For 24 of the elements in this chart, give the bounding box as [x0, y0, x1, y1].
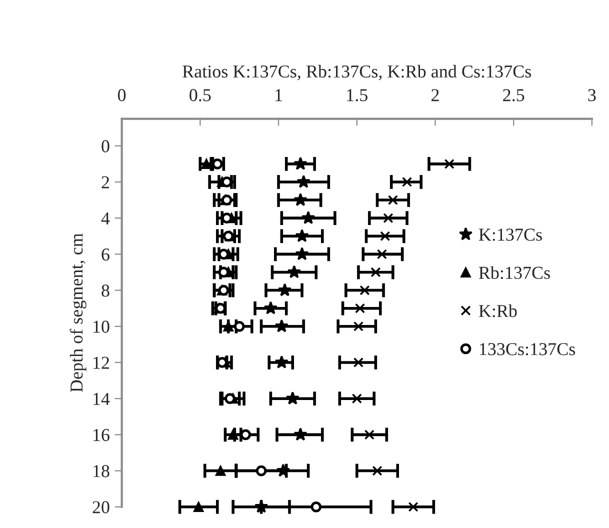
x-tick-label: 2.5	[503, 89, 524, 102]
x-tick-label: 3	[588, 89, 596, 102]
y-tick-label: 12	[94, 356, 109, 369]
y-tick-label: 16	[94, 428, 110, 442]
legend-label: Rb:137Cs	[478, 266, 550, 280]
y-tick-label: 2	[102, 176, 109, 188]
y-tick-label: 10	[94, 320, 110, 333]
y-tick-label: 14	[94, 392, 110, 405]
legend-label: 133Cs:137Cs	[480, 343, 576, 356]
x-tick-label: 2	[432, 89, 439, 102]
legend-label: K:137Cs	[478, 228, 542, 241]
x-tick-label: 1.5	[347, 89, 368, 102]
y-tick-label: 18	[94, 465, 110, 478]
x-tick-label: 0.5	[190, 89, 211, 102]
x-tick-label: 1	[276, 89, 282, 102]
y-tick-label: 20	[92, 501, 110, 514]
y-tick-label: 6	[102, 248, 110, 261]
x-tick-label: 0	[118, 89, 126, 102]
y-tick-label: 4	[101, 212, 110, 224]
legend-label: K:Rb	[478, 304, 517, 318]
x-axis-title: Ratios K:137Cs, Rb:137Cs, K:Rb and Cs:137Cs	[182, 64, 532, 80]
y-axis-title: Depth of segment, cm	[70, 233, 86, 392]
y-tick-label: 0	[102, 140, 110, 152]
y-tick-label: 8	[102, 284, 110, 297]
